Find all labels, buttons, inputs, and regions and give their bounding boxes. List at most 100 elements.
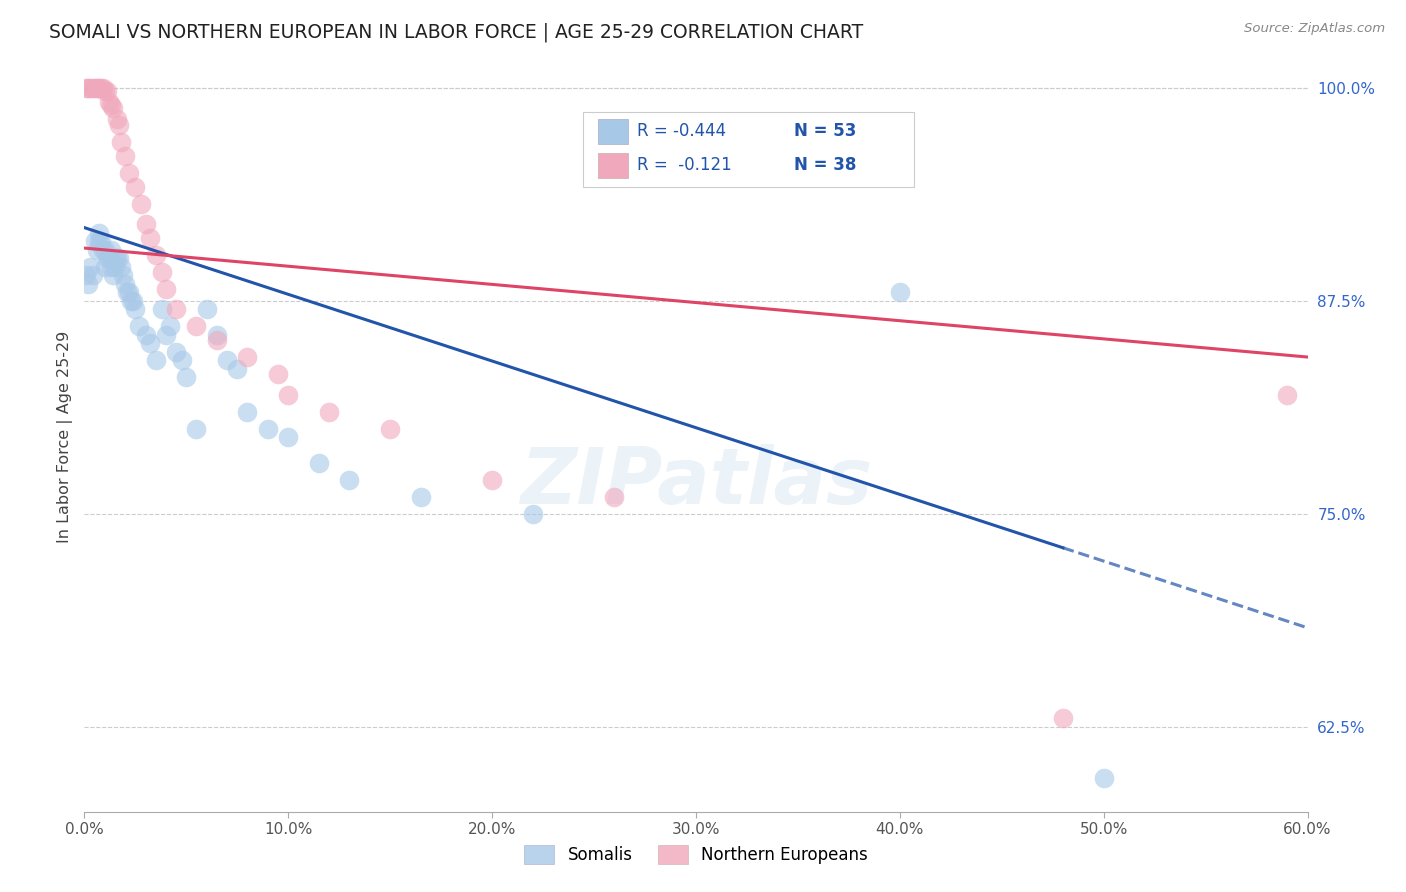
Point: [186, 421, 208, 435]
Point: [100, 243, 122, 257]
Point: [114, 149, 136, 163]
Point: [236, 350, 259, 364]
Point: [318, 404, 340, 418]
Point: [87, 81, 110, 95]
Point: [138, 231, 160, 245]
Point: [97, 252, 120, 266]
Point: [277, 387, 299, 401]
Point: [145, 248, 167, 262]
Point: [105, 112, 128, 126]
Point: [308, 456, 330, 470]
Text: R = -0.444: R = -0.444: [637, 122, 725, 140]
Point: [108, 119, 131, 133]
Point: [93, 260, 115, 274]
Text: Source: ZipAtlas.com: Source: ZipAtlas.com: [1244, 22, 1385, 36]
Point: [86, 81, 108, 95]
Point: [83, 234, 105, 248]
Point: [267, 367, 290, 381]
Point: [174, 370, 197, 384]
Point: [205, 333, 228, 347]
Point: [91, 243, 114, 257]
Point: [91, 81, 114, 95]
Point: [77, 277, 100, 291]
Point: [150, 302, 173, 317]
Point: [186, 319, 208, 334]
Point: [108, 252, 131, 266]
Point: [87, 226, 110, 240]
Point: [257, 421, 280, 435]
Point: [128, 319, 150, 334]
Point: [100, 98, 122, 112]
Point: [165, 302, 187, 317]
Point: [82, 81, 104, 95]
Point: [205, 327, 228, 342]
Point: [82, 268, 104, 283]
Point: [120, 293, 142, 308]
Point: [124, 302, 146, 317]
Point: [114, 277, 136, 291]
Point: [83, 81, 105, 95]
Point: [155, 327, 177, 342]
Point: [195, 302, 218, 317]
Point: [118, 285, 141, 300]
Point: [131, 196, 153, 211]
Text: ZIPatlas: ZIPatlas: [520, 444, 872, 520]
Point: [380, 421, 402, 435]
Y-axis label: In Labor Force | Age 25-29: In Labor Force | Age 25-29: [58, 331, 73, 543]
Point: [75, 268, 97, 283]
Point: [409, 490, 432, 504]
Point: [217, 353, 239, 368]
Point: [110, 260, 132, 274]
Point: [122, 293, 145, 308]
Point: [100, 260, 122, 274]
Point: [79, 81, 101, 95]
Point: [104, 252, 127, 266]
Point: [118, 166, 141, 180]
Point: [110, 136, 132, 150]
Point: [96, 84, 118, 98]
Point: [96, 252, 118, 266]
Point: [138, 336, 160, 351]
Point: [105, 252, 128, 266]
Text: R =  -0.121: R = -0.121: [637, 156, 731, 174]
Legend: Somalis, Northern Europeans: Somalis, Northern Europeans: [517, 838, 875, 871]
Point: [236, 404, 259, 418]
Point: [135, 327, 157, 342]
Text: N = 38: N = 38: [794, 156, 856, 174]
Point: [603, 490, 626, 504]
Point: [93, 84, 115, 98]
Point: [79, 260, 101, 274]
Point: [889, 285, 911, 300]
Point: [86, 243, 108, 257]
Point: [101, 102, 124, 116]
Point: [145, 353, 167, 368]
Point: [75, 81, 97, 95]
Point: [165, 345, 187, 359]
Point: [97, 95, 120, 109]
Point: [226, 362, 249, 376]
Point: [1092, 771, 1115, 785]
Point: [87, 234, 110, 248]
Point: [101, 268, 124, 283]
Text: N = 53: N = 53: [794, 122, 856, 140]
Point: [339, 473, 361, 487]
Point: [77, 81, 100, 95]
Point: [135, 217, 157, 231]
Point: [1277, 387, 1299, 401]
Point: [115, 285, 138, 300]
Text: SOMALI VS NORTHERN EUROPEAN IN LABOR FORCE | AGE 25-29 CORRELATION CHART: SOMALI VS NORTHERN EUROPEAN IN LABOR FOR…: [49, 22, 863, 42]
Point: [124, 179, 146, 194]
Point: [90, 234, 112, 248]
Point: [90, 81, 112, 95]
Point: [104, 260, 127, 274]
Point: [522, 507, 544, 521]
Point: [277, 430, 299, 444]
Point: [93, 243, 115, 257]
Point: [155, 282, 177, 296]
Point: [1052, 711, 1074, 725]
Point: [172, 353, 194, 368]
Point: [150, 265, 173, 279]
Point: [159, 319, 181, 334]
Point: [481, 473, 503, 487]
Point: [112, 268, 135, 283]
